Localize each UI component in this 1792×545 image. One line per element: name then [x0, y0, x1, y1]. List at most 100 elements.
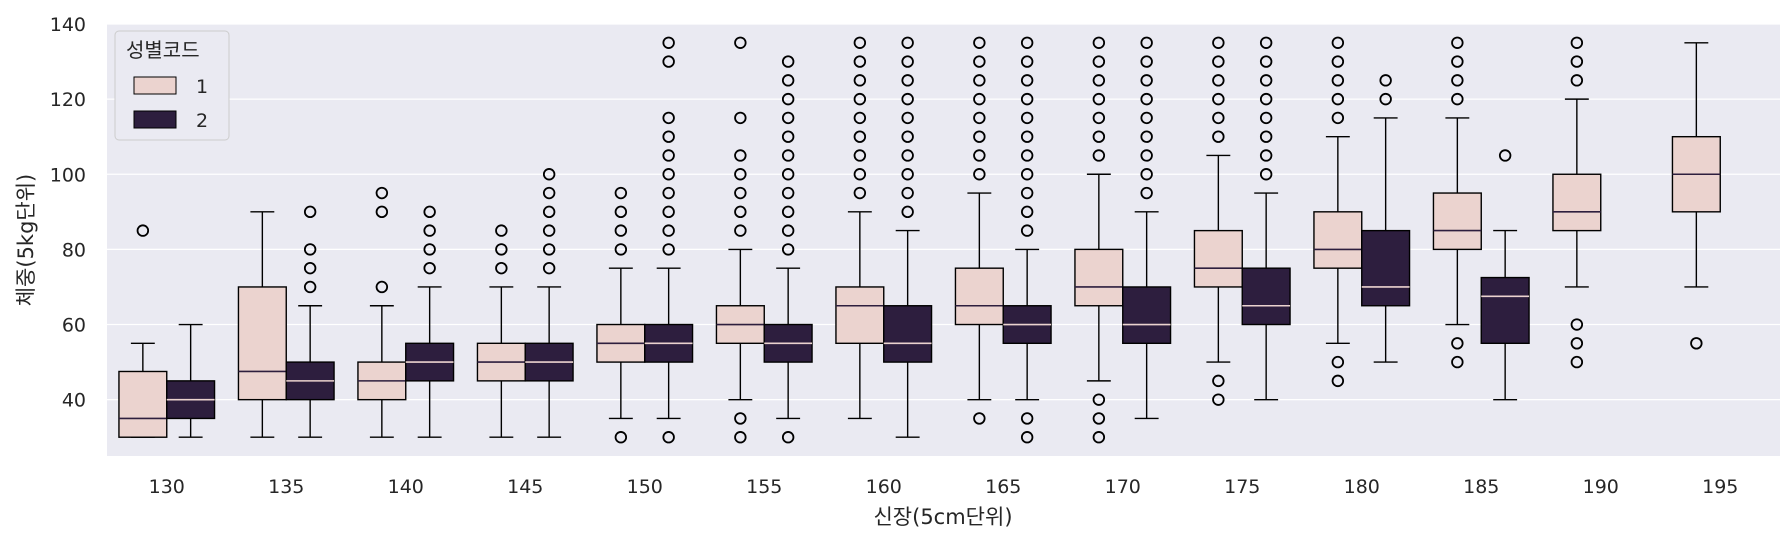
outlier-point — [853, 36, 867, 49]
outlier-point — [1498, 149, 1512, 162]
outlier-point — [1020, 412, 1034, 425]
outlier-point — [1140, 92, 1153, 106]
outlier-point — [734, 224, 747, 237]
outlier-point — [853, 149, 867, 162]
outlier-point — [1379, 92, 1392, 106]
outlier-point — [1140, 36, 1153, 49]
x-tick-labels: 130 135 140 145 150 155 160 165 170 175 180 185 190 1… — [149, 476, 1739, 498]
outlier-point — [973, 168, 986, 181]
outlier-point — [1451, 355, 1464, 369]
outlier-point — [1331, 36, 1345, 49]
outlier-point — [853, 111, 867, 125]
box-sex2-165 — [1002, 36, 1052, 444]
outlier-point — [1092, 130, 1106, 143]
outlier-point — [1092, 431, 1106, 444]
outlier-point — [542, 224, 556, 237]
outlier-point — [901, 74, 914, 87]
outlier-point — [734, 149, 747, 162]
outlier-point — [781, 205, 795, 219]
outlier-point — [853, 130, 867, 143]
y-tick-label-140: 140 — [50, 14, 86, 36]
outlier-point — [734, 111, 747, 125]
outlier-point — [1212, 92, 1225, 106]
box-sex2-155 — [763, 55, 813, 444]
outlier-point — [1020, 74, 1034, 87]
iqr-box — [1313, 211, 1363, 269]
x-axis-label: 신장(5cm단위) — [873, 505, 1012, 529]
x-tick-label-195: 195 — [1702, 476, 1738, 498]
x-tick-label-160: 160 — [866, 476, 902, 498]
outlier-point — [1020, 168, 1034, 181]
outlier-point — [1140, 111, 1153, 125]
iqr-box — [835, 286, 885, 345]
outlier-point — [1259, 111, 1273, 125]
outlier-point — [1092, 74, 1106, 87]
outlier-point — [662, 36, 675, 49]
x-tick-label-180: 180 — [1344, 476, 1380, 498]
iqr-box — [237, 286, 287, 401]
x-tick-label-150: 150 — [627, 476, 663, 498]
outlier-point — [1570, 355, 1584, 369]
outlier-point — [1259, 149, 1273, 162]
y-tick-label-120: 120 — [50, 89, 86, 111]
outlier-point — [853, 55, 867, 68]
outlier-point — [1212, 111, 1225, 125]
outlier-point — [1331, 355, 1345, 369]
outlier-point — [1331, 111, 1345, 125]
outlier-point — [375, 205, 389, 219]
outlier-point — [136, 224, 150, 237]
outlier-point — [303, 205, 317, 219]
legend-label-1: 1 — [196, 76, 208, 98]
outlier-point — [901, 149, 914, 162]
outlier-point — [1451, 337, 1464, 350]
outlier-point — [1331, 74, 1345, 87]
outlier-point — [781, 431, 795, 444]
x-tick-label-185: 185 — [1463, 476, 1499, 498]
outlier-point — [781, 168, 795, 181]
outlier-point — [542, 168, 556, 181]
outlier-point — [973, 55, 986, 68]
outlier-point — [1570, 36, 1584, 49]
outlier-point — [973, 149, 986, 162]
outlier-point — [662, 224, 675, 237]
box-sex1-185 — [1432, 36, 1482, 369]
outlier-point — [781, 224, 795, 237]
outlier-point — [973, 412, 986, 425]
outlier-point — [662, 205, 675, 219]
box-sex1-195 — [1671, 42, 1721, 350]
box-sex2-130 — [166, 323, 216, 438]
outlier-point — [1379, 74, 1392, 87]
outlier-point — [973, 130, 986, 143]
outlier-point — [1451, 92, 1464, 106]
outlier-point — [1259, 36, 1273, 49]
outlier-point — [495, 261, 508, 275]
outlier-point — [1259, 74, 1273, 87]
box-sex1-170 — [1074, 36, 1124, 444]
outlier-point — [734, 205, 747, 219]
outlier-point — [734, 431, 747, 444]
x-tick-label-175: 175 — [1224, 476, 1260, 498]
outlier-point — [1092, 92, 1106, 106]
outlier-point — [303, 280, 317, 294]
box-sex1-165 — [954, 36, 1004, 425]
y-tick-label-60: 60 — [62, 315, 86, 337]
outlier-point — [973, 92, 986, 106]
outlier-point — [1020, 92, 1034, 106]
y-tick-label-80: 80 — [62, 239, 86, 261]
iqr-box — [118, 370, 168, 438]
outlier-point — [901, 186, 914, 200]
outlier-point — [1570, 318, 1584, 331]
outlier-point — [662, 168, 675, 181]
outlier-point — [973, 111, 986, 125]
iqr-box — [1193, 229, 1243, 288]
outlier-point — [614, 205, 628, 219]
x-tick-label-135: 135 — [268, 476, 304, 498]
outlier-point — [614, 186, 628, 200]
x-tick-label-190: 190 — [1583, 476, 1619, 498]
outlier-point — [614, 431, 628, 444]
box-sex1-155 — [715, 36, 765, 444]
iqr-box — [883, 305, 933, 363]
outlier-point — [853, 168, 867, 181]
outlier-point — [1690, 337, 1703, 350]
